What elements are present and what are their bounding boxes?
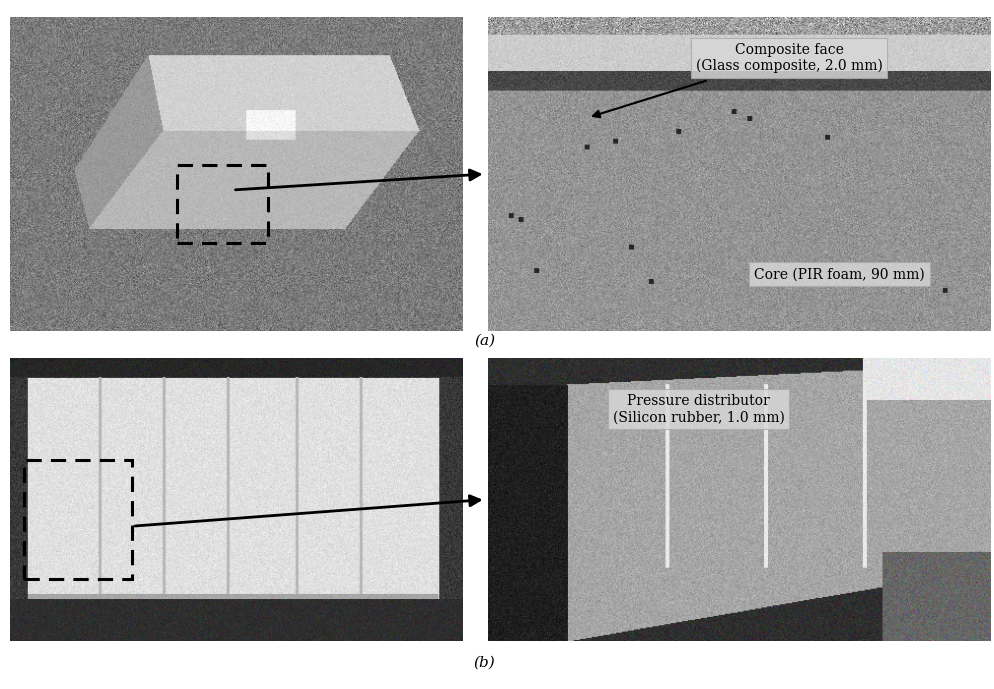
Bar xyxy=(177,165,267,243)
Bar xyxy=(24,460,132,579)
Text: Core (PIR foam, 90 mm): Core (PIR foam, 90 mm) xyxy=(753,267,923,281)
Text: Composite face
(Glass composite, 2.0 mm): Composite face (Glass composite, 2.0 mm) xyxy=(695,43,882,73)
Text: (b): (b) xyxy=(473,656,495,670)
Text: Pressure distributor
(Silicon rubber, 1.0 mm): Pressure distributor (Silicon rubber, 1.… xyxy=(612,394,783,424)
Text: (a): (a) xyxy=(473,334,495,348)
